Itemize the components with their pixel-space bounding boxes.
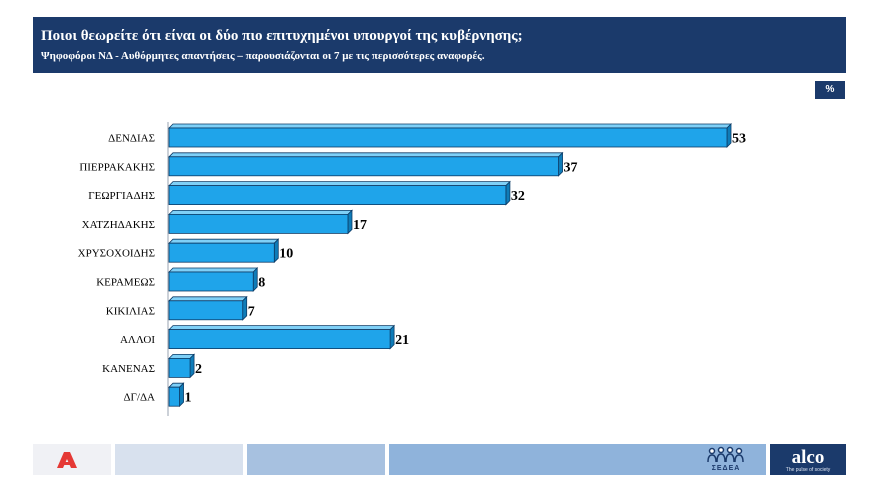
alpha-logo-icon	[57, 452, 77, 468]
alco-logo: alco The pulse of society	[770, 444, 846, 475]
header-banner: Ποιοι θεωρείτε ότι είναι οι δύο πιο επιτ…	[33, 17, 846, 73]
data-label: 32	[511, 189, 525, 204]
bar	[168, 213, 349, 234]
alpha-logo	[33, 444, 111, 475]
footer-band	[115, 444, 243, 475]
chart-title: Ποιοι θεωρείτε ότι είναι οι δύο πιο επιτ…	[41, 28, 523, 44]
chart-subtitle: Ψηφοφόροι ΝΔ - Αυθόρμητες απαντήσεις – π…	[41, 50, 485, 62]
bar-side-face	[389, 324, 395, 350]
category-label: ΔΓ/ΔΑ	[123, 392, 155, 404]
bar-top-face	[168, 209, 353, 215]
unit-badge: %	[815, 81, 845, 99]
bar-side-face	[558, 151, 563, 177]
data-label: 21	[395, 333, 409, 348]
data-label: 17	[353, 218, 367, 233]
bar-top-face	[168, 238, 280, 244]
footer-band	[389, 444, 766, 475]
bar-side-face	[252, 267, 258, 292]
bar	[168, 386, 180, 407]
data-label: 2	[195, 362, 202, 377]
bar-side-face	[189, 353, 195, 379]
bar-top-face	[168, 267, 259, 273]
data-label: 8	[258, 276, 265, 291]
data-label: 37	[564, 160, 578, 175]
footer-band	[247, 444, 385, 475]
bar	[168, 242, 275, 263]
data-label: 7	[248, 304, 255, 319]
category-label: ΔΕΝΔΙΑΣ	[108, 133, 155, 145]
category-label: ΓΕΩΡΓΙΑΔΗΣ	[88, 190, 155, 202]
bar	[168, 127, 728, 148]
bar	[168, 185, 507, 206]
bar-top-face	[168, 181, 511, 187]
bar-side-face	[505, 180, 511, 206]
bar-side-face	[179, 382, 184, 408]
bar-side-face	[242, 295, 248, 321]
category-label: ΑΛΛΟΙ	[120, 334, 155, 346]
category-label: ΚΙΚΙΛΙΑΣ	[106, 305, 155, 317]
bar-side-face	[347, 209, 353, 235]
category-label: ΧΡΥΣΟΧΟΙΔΗΣ	[78, 248, 155, 260]
sedea-logo-text: ΣΕΔΕΑ	[711, 465, 741, 472]
category-label: ΧΑΤΖΗΔΑΚΗΣ	[82, 219, 155, 231]
bar-top-face	[168, 325, 396, 331]
data-label: 1	[185, 391, 192, 406]
data-label: 10	[279, 247, 293, 262]
bar-top-face	[168, 296, 248, 302]
bar	[168, 300, 244, 321]
alco-logo-text: alco	[791, 447, 825, 468]
category-label: ΚΕΡΑΜΕΩΣ	[96, 277, 155, 289]
bar-top-face	[168, 152, 564, 158]
bar-side-face	[726, 123, 732, 148]
sedea-logo-icon	[707, 446, 744, 463]
bar	[168, 271, 254, 292]
bar	[168, 156, 559, 177]
data-label: 53	[732, 132, 746, 147]
category-label: ΚΑΝΕΝΑΣ	[102, 363, 155, 375]
category-label: ΠΙΕΡΡΑΚΑΚΗΣ	[79, 161, 155, 173]
bar	[168, 357, 191, 378]
bar-side-face	[273, 238, 279, 264]
alco-tagline: The pulse of society	[785, 467, 831, 473]
bar	[168, 329, 391, 350]
bar-top-face	[168, 123, 732, 129]
